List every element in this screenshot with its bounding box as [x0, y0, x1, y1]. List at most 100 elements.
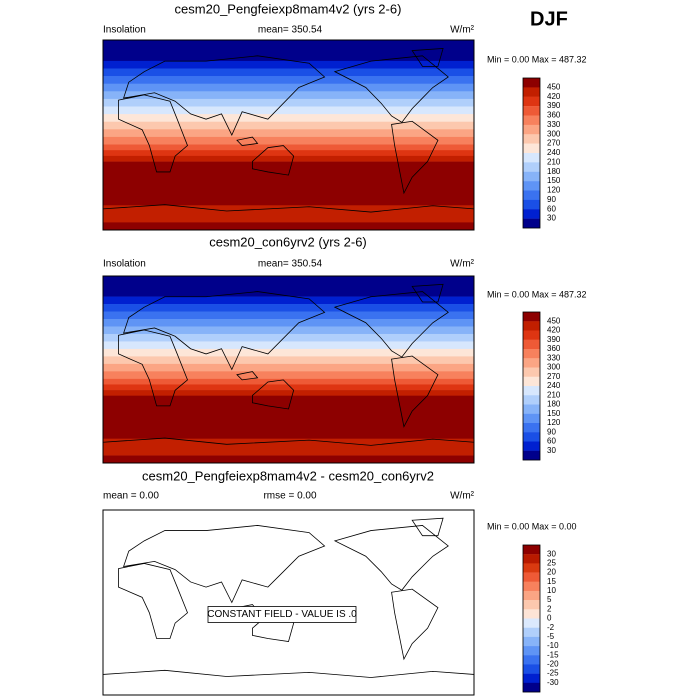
colorbar-box [523, 609, 540, 619]
colorbar-box [523, 162, 540, 172]
map-band [103, 114, 474, 123]
left-label: Insolation [103, 259, 146, 270]
colorbar-box [523, 199, 540, 210]
colorbar-box [523, 358, 540, 368]
colorbar-label: 150 [547, 176, 561, 185]
panel-title: cesm20_Pengfeiexp8mam4v2 - cesm20_con6yr… [142, 468, 434, 483]
map [103, 517, 474, 678]
colorbar-box [523, 106, 540, 116]
colorbar-box [523, 655, 540, 665]
colorbar-box [523, 664, 540, 674]
colorbar-box [523, 413, 540, 424]
colorbar-box [523, 115, 540, 126]
colorbar-box [523, 646, 540, 656]
colorbar-box [523, 171, 540, 182]
map-band [103, 205, 474, 223]
colorbar-box [523, 581, 540, 592]
map-frame [102, 509, 475, 696]
colorbar-box [523, 600, 540, 610]
colorbar-label: 450 [547, 82, 561, 91]
colorbar-label: 90 [547, 195, 556, 204]
map-frame [102, 39, 475, 231]
colorbar-frame [522, 311, 541, 461]
map-band [103, 304, 474, 312]
colorbar-label: -20 [547, 660, 559, 669]
map-band [103, 319, 474, 327]
map-band [103, 144, 474, 151]
colorbar-box [523, 181, 540, 191]
map-band [103, 363, 474, 372]
colorbar-box [523, 423, 540, 433]
colorbar-frame [522, 544, 541, 693]
map-band [103, 333, 474, 342]
colorbar-box [523, 134, 540, 144]
colorbar-label: 30 [547, 214, 556, 223]
colorbar-label: 180 [547, 400, 561, 409]
colorbar-box [523, 87, 540, 97]
colorbar-box [523, 395, 540, 405]
colorbar-box [523, 153, 540, 163]
colorbar-box [523, 545, 540, 555]
colorbar-box [523, 143, 540, 154]
annotation: CONSTANT FIELD - VALUE IS .0 [207, 609, 357, 620]
left-label: mean = 0.00 [103, 491, 159, 502]
map [103, 276, 474, 463]
colorbar-box [523, 618, 540, 628]
map-band [103, 83, 474, 92]
colorbar-box [523, 554, 540, 564]
colorbar-box [523, 78, 540, 88]
map-band [103, 296, 474, 305]
colorbar-box [523, 339, 540, 350]
colorbar-label: 270 [547, 139, 561, 148]
map-band [103, 60, 474, 69]
colorbar-label: 390 [547, 101, 561, 110]
min-max-label: Min = 0.00 Max = 487.32 [487, 289, 587, 299]
min-max-label: Min = 0.00 Max = 487.32 [487, 54, 587, 64]
colorbar-box [523, 321, 540, 331]
colorbar-label: 210 [547, 390, 561, 399]
colorbar-box [523, 209, 540, 219]
colorbar-label: 60 [547, 204, 556, 213]
colorbar-label: -25 [547, 669, 559, 678]
colorbar-frame [522, 77, 541, 229]
colorbar-label: 270 [547, 372, 561, 381]
map-band [103, 222, 474, 230]
colorbar-label: -15 [547, 650, 559, 659]
colorbar-label: 300 [547, 129, 561, 138]
colorbar-label: 330 [547, 120, 561, 129]
colorbar-label: 330 [547, 353, 561, 362]
units-label: W/m² [450, 25, 475, 36]
colorbar-label: 30 [547, 549, 556, 558]
map-band [103, 378, 474, 385]
colorbar-box [523, 682, 540, 693]
map-band [103, 76, 474, 85]
map-band [103, 371, 474, 380]
colorbar-label: 240 [547, 148, 561, 157]
map-band [103, 136, 474, 145]
map-frame [102, 275, 475, 464]
colorbar-box [523, 96, 540, 107]
map-band [103, 384, 474, 391]
colorbar-label: 2 [547, 604, 552, 613]
colorbar-label: 30 [547, 446, 556, 455]
map-band [103, 438, 474, 456]
map-band [103, 155, 474, 162]
center-label: mean= 350.54 [258, 25, 323, 36]
colorbar-label: 450 [547, 316, 561, 325]
map [103, 40, 474, 230]
colorbar-label: 420 [547, 326, 561, 335]
colorbar-box [523, 404, 540, 414]
colorbar-label: 120 [547, 186, 561, 195]
map-band [103, 40, 474, 62]
map-band [103, 161, 474, 206]
colorbar-label: 390 [547, 335, 561, 344]
map-band [103, 390, 474, 396]
colorbar-label: -30 [547, 678, 559, 687]
colorbar-box [523, 349, 540, 359]
map-band [103, 341, 474, 350]
map-band [103, 326, 474, 335]
map-band [103, 121, 474, 130]
colorbar-label: 0 [547, 614, 552, 623]
map-band [103, 68, 474, 77]
